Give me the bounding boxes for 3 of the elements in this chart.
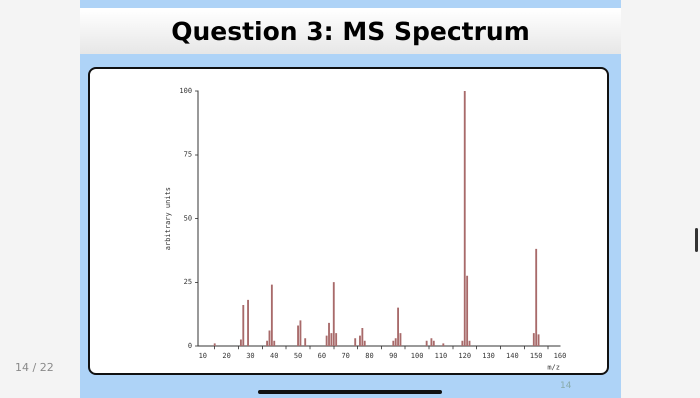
text: 14 / 22 <box>15 361 54 374</box>
chart-title: Question 3: MS Spectrum <box>171 16 530 46</box>
text: 14 <box>560 381 572 391</box>
